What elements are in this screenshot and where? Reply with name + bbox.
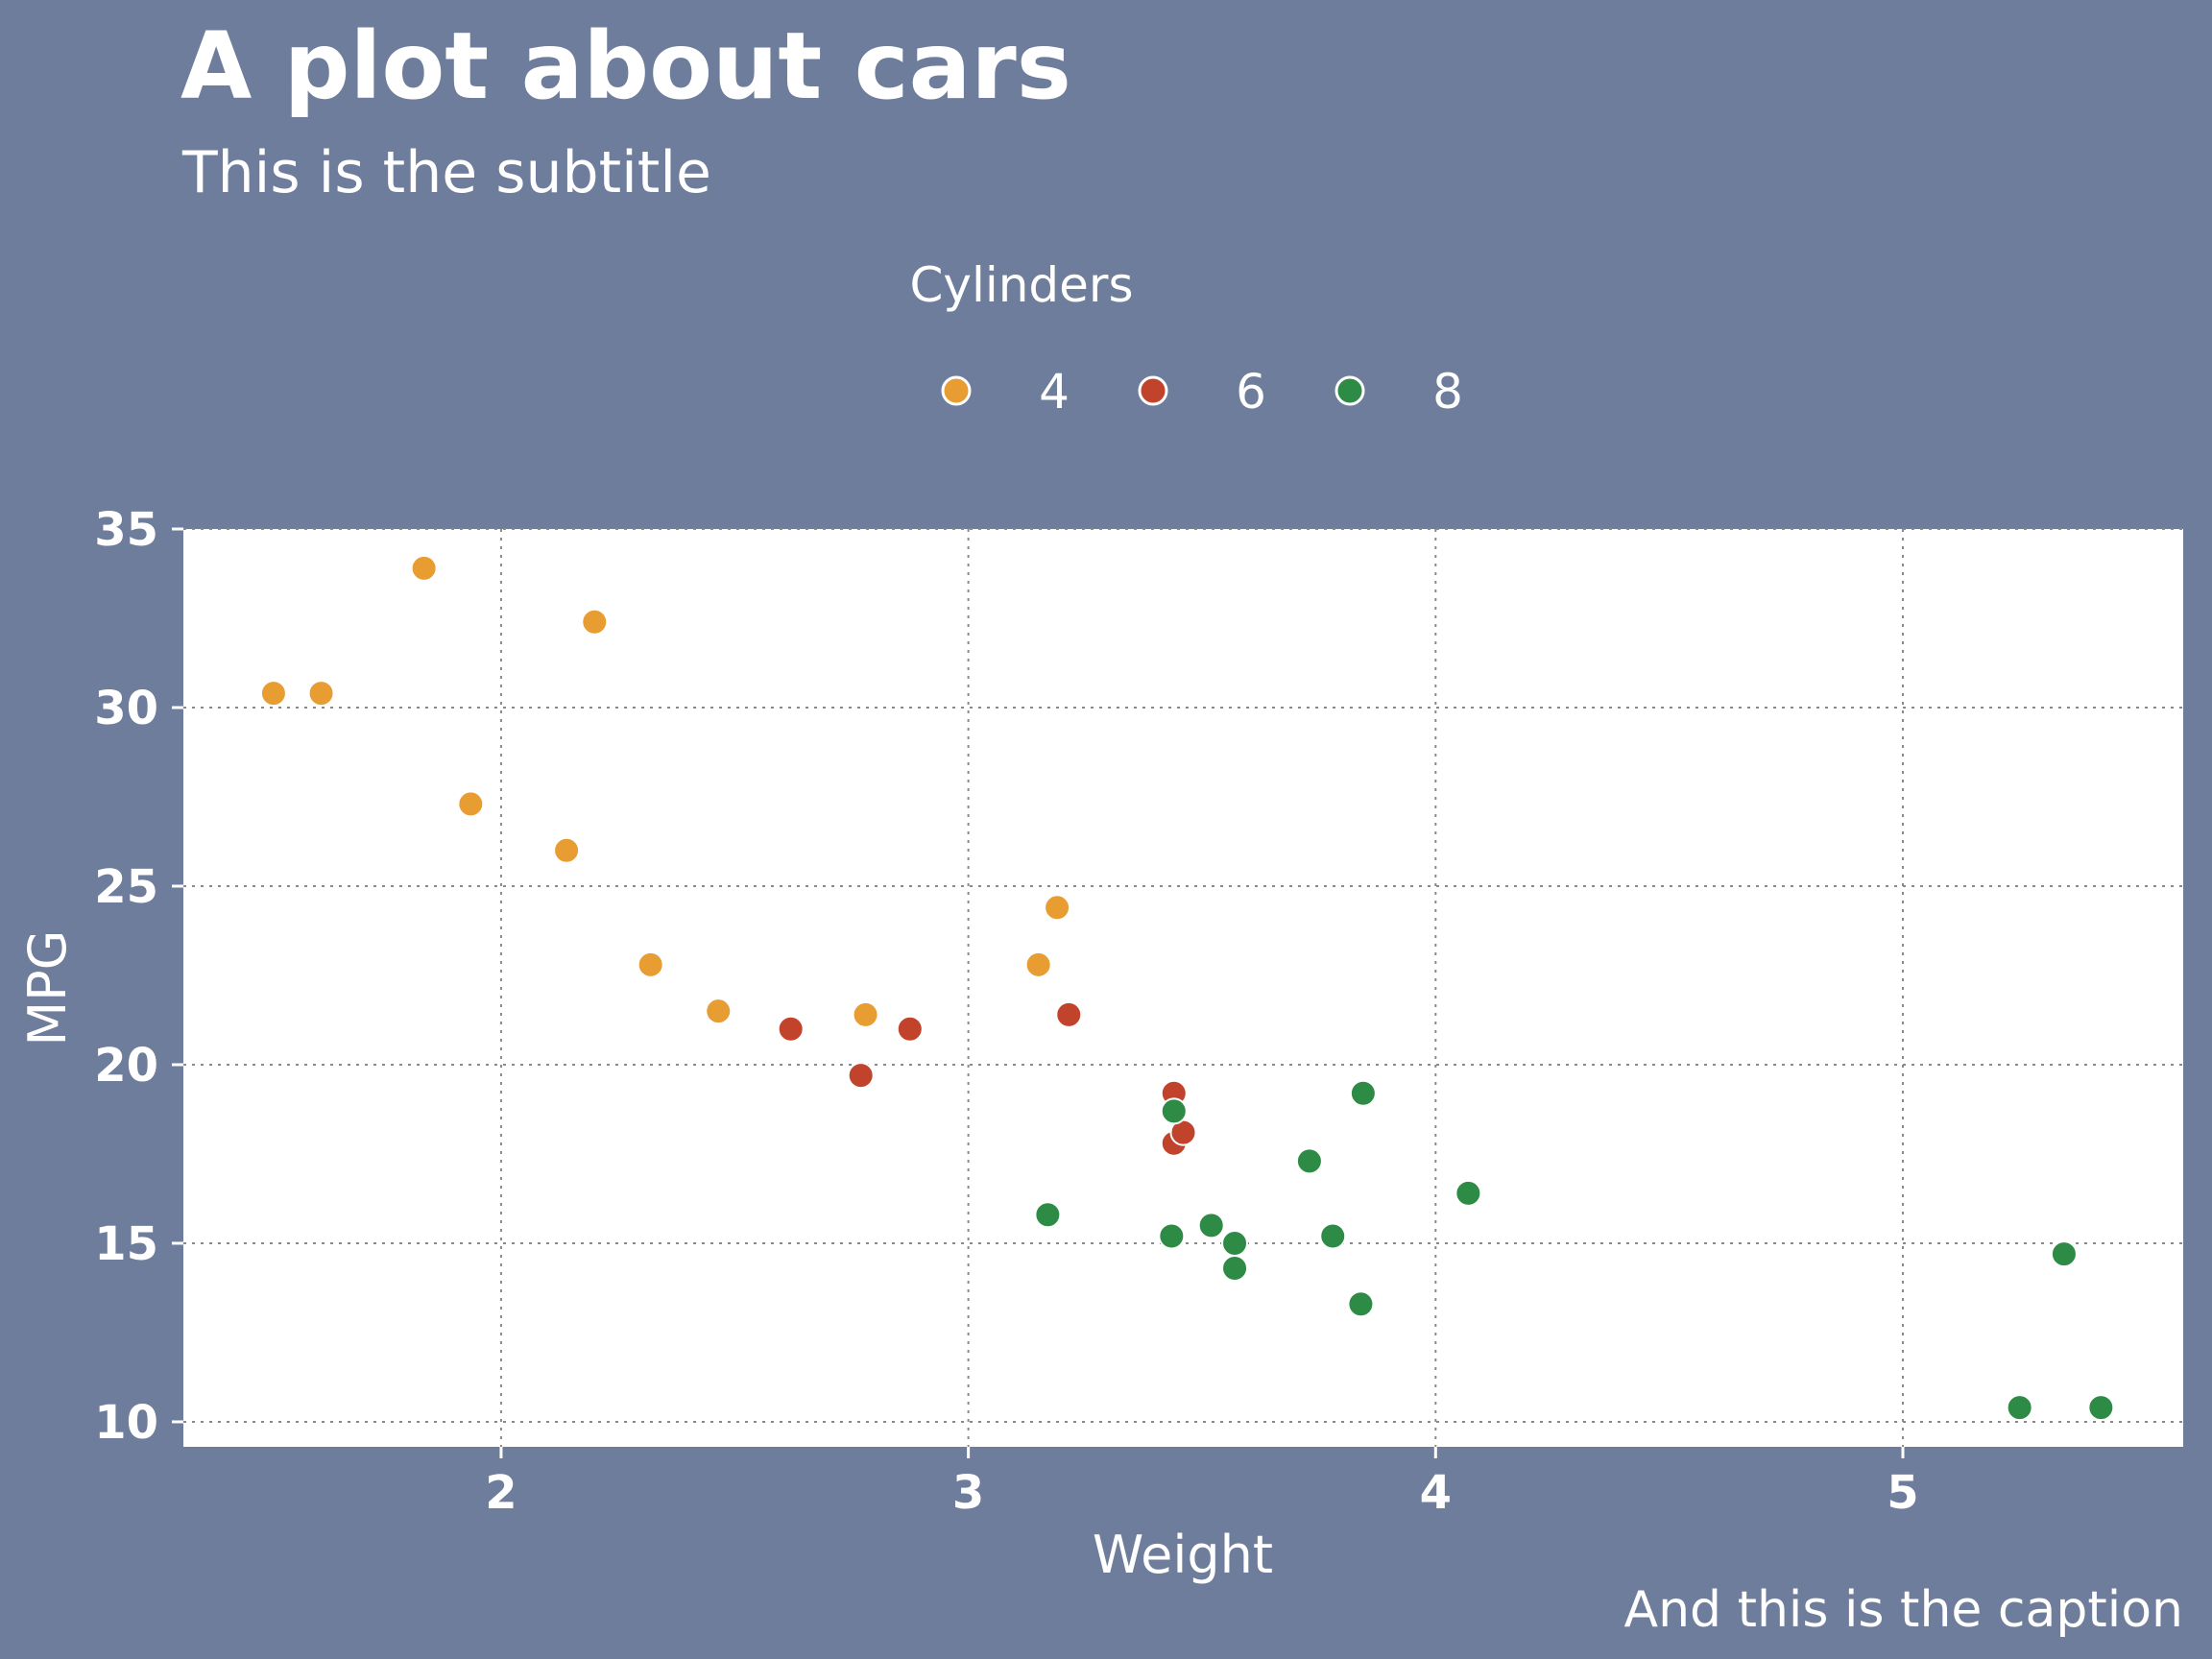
- data-point-cyl-4: [1044, 894, 1071, 922]
- data-point-cyl-8: [1160, 1097, 1188, 1125]
- legend-label-6: 6: [1236, 364, 1266, 420]
- x-tick-label: 4: [1420, 1466, 1452, 1520]
- data-point-cyl-8: [1197, 1212, 1225, 1239]
- data-point-cyl-8: [2087, 1394, 2115, 1422]
- y-tick-label: 25: [94, 860, 158, 914]
- legend-key-6: [1138, 375, 1168, 406]
- plot-panel: [183, 529, 2183, 1447]
- y-axis-label: MPG: [17, 930, 78, 1046]
- data-point-cyl-8: [1295, 1147, 1323, 1175]
- chart-caption: And this is the caption: [1624, 1581, 2184, 1639]
- points-layer: [259, 554, 2115, 1422]
- data-point-cyl-8: [2006, 1394, 2033, 1422]
- x-tick-label: 5: [1887, 1466, 1918, 1520]
- legend-title: Cylinders: [909, 257, 1133, 313]
- data-point-cyl-6: [1055, 1000, 1083, 1028]
- y-tick-label: 15: [94, 1217, 158, 1271]
- chart-subtitle: This is the subtitle: [181, 139, 711, 206]
- y-tick-label: 35: [94, 503, 158, 557]
- data-point-cyl-4: [581, 608, 609, 636]
- data-point-cyl-4: [410, 554, 438, 582]
- data-point-cyl-4: [553, 836, 581, 864]
- data-point-cyl-8: [2050, 1240, 2078, 1268]
- data-point-cyl-8: [1221, 1255, 1249, 1283]
- data-point-cyl-6: [847, 1062, 875, 1090]
- data-point-cyl-8: [1319, 1222, 1347, 1250]
- grid-layer: [183, 528, 2183, 1447]
- data-point-cyl-4: [1024, 950, 1052, 978]
- data-point-cyl-8: [1455, 1179, 1482, 1207]
- chart-title: A plot about cars: [180, 12, 1071, 120]
- x-tick-label: 2: [485, 1466, 517, 1520]
- data-point-cyl-8: [1347, 1290, 1375, 1318]
- legend-label-4: 4: [1039, 364, 1070, 420]
- data-point-cyl-8: [1158, 1222, 1186, 1250]
- x-axis-label: Weight: [1093, 1525, 1273, 1585]
- data-point-cyl-4: [705, 998, 733, 1025]
- data-point-cyl-8: [1349, 1079, 1377, 1107]
- data-point-cyl-8: [1034, 1201, 1062, 1229]
- y-tick-label: 30: [94, 682, 158, 735]
- legend-key-8: [1334, 375, 1365, 406]
- x-tick-label: 3: [952, 1466, 984, 1520]
- legend-label-8: 8: [1432, 364, 1463, 420]
- data-point-cyl-6: [896, 1015, 924, 1043]
- data-point-cyl-4: [259, 680, 287, 708]
- y-tick-label: 20: [94, 1039, 158, 1093]
- legend-key-4: [941, 375, 972, 406]
- data-point-cyl-4: [457, 790, 485, 818]
- legend: Cylinders 4 6 8: [909, 257, 1462, 420]
- data-point-cyl-4: [637, 950, 664, 978]
- axes-layer: 2 3 4 5 10 15 20 25 30 35: [94, 503, 1918, 1520]
- data-point-cyl-4: [852, 1000, 879, 1028]
- data-point-cyl-6: [777, 1015, 805, 1043]
- data-point-cyl-4: [307, 680, 335, 708]
- y-tick-label: 10: [94, 1396, 158, 1450]
- data-point-cyl-8: [1221, 1229, 1249, 1257]
